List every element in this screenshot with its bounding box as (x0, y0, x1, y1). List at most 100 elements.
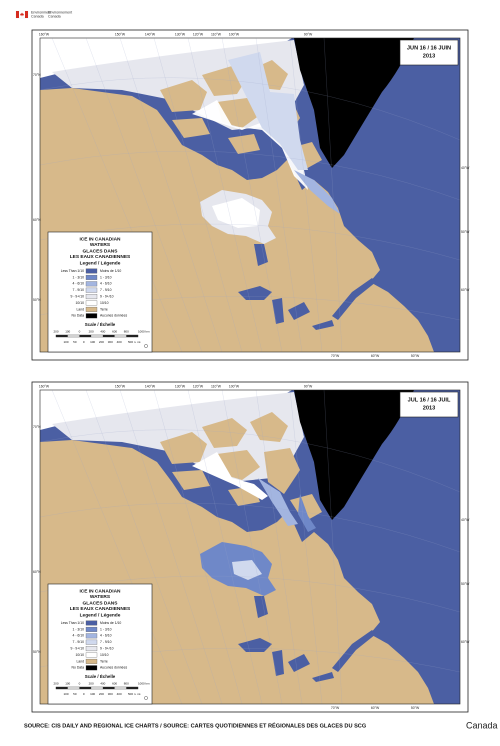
graticule-label: 70°W (331, 706, 340, 710)
scale-label-nmi: 100 (63, 340, 68, 344)
copyright-mark (144, 344, 148, 348)
graticule-label: 50°W (411, 354, 420, 358)
island (228, 134, 260, 154)
scale-label-km: 100 (65, 681, 70, 685)
scale-label-km: 800 (124, 329, 129, 333)
legend-label-fr: Moins de 1/10 (100, 269, 121, 273)
graticule-line (153, 390, 243, 704)
legend-swatch (85, 274, 98, 280)
scale-label-km: 0 (79, 681, 81, 685)
flag (15, 10, 29, 19)
ice-map: 160°W 150°W 140°W 130°W 120°W 110°W 100°W 90°W 7… (31, 381, 470, 713)
graticule-line (40, 429, 460, 493)
legend-swatch (85, 306, 98, 312)
legend-swatch (85, 268, 98, 274)
scale-label-km: 1000 km (138, 681, 150, 685)
graticule-line (40, 150, 460, 201)
legend-title: Legend / Légende (80, 612, 121, 618)
legend-swatch (85, 633, 98, 639)
graticule-line (323, 38, 343, 352)
legend-swatch (85, 652, 98, 658)
scale-label-km: 200 (53, 329, 58, 333)
legend-swatch (85, 300, 98, 306)
island (264, 448, 300, 494)
scale-label-nmi: 300 (108, 692, 113, 696)
scale-bar (55, 334, 139, 338)
scale-label-nmi: 200 (99, 340, 104, 344)
graticule-line (85, 390, 203, 704)
graticule-label: 60°N (33, 218, 41, 222)
graticule-label: 160°W (39, 384, 50, 388)
graticule-line (85, 38, 203, 352)
scale-label-km: 400 (100, 329, 105, 333)
graticule-label: 110°W (211, 384, 222, 388)
scale-label-nmi: 0 (83, 692, 85, 696)
scale-label-nmi: 500 n. mi. (128, 340, 141, 344)
legend-swatch (85, 665, 98, 671)
ice-area (294, 170, 340, 214)
map-border (39, 37, 461, 353)
graticule-line (323, 390, 343, 704)
graticule-line (40, 575, 460, 613)
scale-label-nmi: 400 (117, 692, 122, 696)
scale-label-nmi: 100 (90, 340, 95, 344)
legend-label-fr: 9 - 9+/10 (100, 646, 114, 650)
legend-label-en: 10/10 (76, 301, 85, 305)
island (250, 412, 288, 442)
graticule-line (289, 38, 323, 352)
graticule-label: 50°W (461, 582, 470, 586)
graticule-label: 60°W (371, 354, 380, 358)
legend-box (47, 583, 153, 705)
graticule-label: 50°W (461, 230, 470, 234)
legend-box (47, 231, 153, 353)
graticule-line (187, 390, 263, 704)
graticule-label: 60°N (33, 570, 41, 574)
legend-label-fr: 7 - 9/10 (100, 288, 112, 292)
graticule-label: 60°W (371, 706, 380, 710)
map-border (39, 389, 461, 705)
map-date: JUN 16 / 16 JUIN (407, 45, 451, 51)
legend-label-en: Less Than 1/10 (61, 269, 84, 273)
scale-bar (55, 686, 139, 690)
scale-label-nmi: 500 n. mi. (128, 692, 141, 696)
legend-swatch (85, 287, 98, 293)
scale-label-nmi: 200 (99, 692, 104, 696)
scale-segment (56, 335, 68, 337)
scale-label-km: 200 (89, 329, 94, 333)
great-lakes (238, 286, 334, 330)
legend-label-fr: 10/10 (100, 301, 109, 305)
scale-segment (126, 687, 138, 689)
scale-label-km: 1000 km (138, 329, 150, 333)
legend-label-en: 10/10 (76, 653, 85, 657)
graticule-line (119, 390, 223, 704)
scale-label-km: 100 (65, 329, 70, 333)
graticule-label: 100°W (229, 32, 240, 36)
graticule-label: 150°W (115, 32, 126, 36)
scale-label-km: 0 (79, 329, 81, 333)
legend-label-fr: 4 - 6/10 (100, 634, 112, 638)
island (160, 80, 207, 112)
st-lawrence (332, 630, 376, 672)
scale-segment (79, 687, 92, 689)
legend-swatch (85, 639, 98, 645)
island (160, 432, 207, 464)
legend-title: Legend / Légende (80, 260, 121, 266)
legend-label-en: 1 - 3/10 (73, 275, 85, 279)
map-area (40, 38, 460, 352)
graticule-label: 70°W (331, 354, 340, 358)
scale-label-km: 200 (89, 681, 94, 685)
legend-label-fr: 7 - 9/10 (100, 640, 112, 644)
date-box (399, 39, 459, 66)
graticule-label: 50°N (33, 650, 41, 654)
department-en: Canada (31, 14, 44, 18)
graticule-label: 60°W (461, 640, 470, 644)
legend-label-en: 4 - 6/10 (73, 282, 85, 286)
scale-label-nmi: 100 (90, 692, 95, 696)
scale-segment (102, 335, 115, 337)
legend-label-fr: Aucunes données (100, 666, 127, 670)
legend-title: ICE IN CANADIAN (79, 588, 121, 594)
scale-segment (79, 335, 92, 337)
legend-swatch (85, 294, 98, 300)
legend-swatch (85, 313, 98, 319)
graticule-label: 140°W (145, 384, 156, 388)
